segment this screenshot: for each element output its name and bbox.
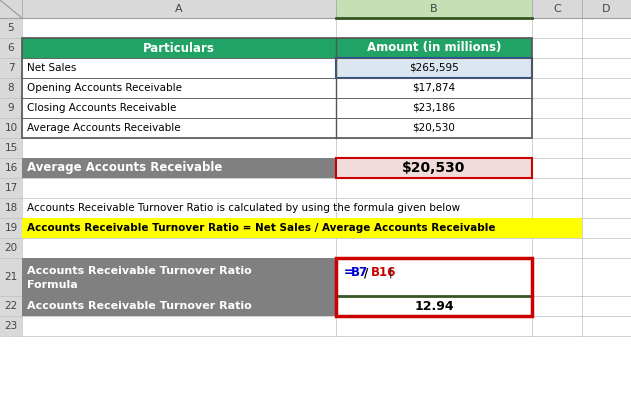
- Bar: [22, 198, 631, 218]
- Bar: [22, 218, 631, 238]
- Bar: [0, 178, 22, 198]
- Bar: [0, 18, 22, 38]
- Bar: [0, 138, 22, 158]
- Text: $23,186: $23,186: [413, 103, 456, 113]
- Bar: [0, 98, 22, 118]
- Bar: [336, 38, 532, 58]
- Bar: [0, 238, 22, 258]
- Bar: [22, 238, 631, 258]
- Text: D: D: [602, 4, 611, 14]
- Bar: [336, 258, 532, 316]
- Bar: [0, 78, 22, 98]
- Text: 16: 16: [4, 163, 18, 173]
- Text: 23: 23: [4, 321, 18, 331]
- Text: 9: 9: [8, 103, 15, 113]
- Text: Accounts Receivable Turnover Ratio: Accounts Receivable Turnover Ratio: [27, 266, 252, 276]
- Text: B16: B16: [371, 267, 396, 279]
- Bar: [336, 158, 532, 178]
- Bar: [0, 316, 22, 336]
- Text: Net Sales: Net Sales: [27, 63, 76, 73]
- Text: $20,530: $20,530: [413, 123, 456, 133]
- Text: =: =: [344, 267, 354, 279]
- Text: $20,530: $20,530: [403, 161, 466, 175]
- Text: Formula: Formula: [27, 280, 78, 290]
- Bar: [0, 258, 22, 296]
- Text: 17: 17: [4, 183, 18, 193]
- Text: 22: 22: [4, 301, 18, 311]
- Text: $17,874: $17,874: [413, 83, 456, 93]
- Text: B7: B7: [351, 267, 368, 279]
- Text: Accounts Receivable Turnover Ratio: Accounts Receivable Turnover Ratio: [27, 301, 252, 311]
- Text: 20: 20: [4, 243, 18, 253]
- Text: 6: 6: [8, 43, 15, 53]
- Bar: [0, 218, 22, 238]
- Bar: [336, 158, 532, 178]
- Text: 5: 5: [8, 23, 15, 33]
- Bar: [22, 258, 336, 296]
- Text: Average Accounts Receivable: Average Accounts Receivable: [27, 123, 180, 133]
- Bar: [0, 296, 22, 316]
- Text: /: /: [364, 267, 369, 279]
- Bar: [336, 258, 532, 296]
- Bar: [22, 258, 631, 296]
- Bar: [0, 0, 631, 18]
- Text: 21: 21: [4, 272, 18, 282]
- Bar: [0, 158, 22, 178]
- Text: Accounts Receivable Turnover Ratio = Net Sales / Average Accounts Receivable: Accounts Receivable Turnover Ratio = Net…: [27, 223, 495, 233]
- Bar: [22, 158, 336, 178]
- Text: 18: 18: [4, 203, 18, 213]
- Text: |: |: [389, 268, 392, 278]
- Bar: [336, 0, 532, 18]
- Text: 8: 8: [8, 83, 15, 93]
- Text: Opening Accounts Receivable: Opening Accounts Receivable: [27, 83, 182, 93]
- Bar: [22, 58, 631, 78]
- Bar: [0, 198, 22, 218]
- Bar: [22, 38, 532, 138]
- Text: Accounts Receivable Turnover Ratio is calculated by using the formula given belo: Accounts Receivable Turnover Ratio is ca…: [27, 203, 460, 213]
- Bar: [22, 38, 336, 58]
- Bar: [22, 218, 582, 238]
- Text: Amount (in millions): Amount (in millions): [367, 41, 501, 55]
- Text: Average Accounts Receivable: Average Accounts Receivable: [27, 162, 222, 174]
- Bar: [0, 118, 22, 138]
- Text: Particulars: Particulars: [143, 41, 215, 55]
- Bar: [22, 158, 631, 178]
- Bar: [22, 38, 631, 58]
- Text: A: A: [175, 4, 183, 14]
- Bar: [22, 178, 631, 198]
- Bar: [22, 138, 631, 158]
- Bar: [22, 316, 631, 336]
- Bar: [22, 296, 631, 316]
- Bar: [0, 58, 22, 78]
- Bar: [22, 296, 336, 316]
- Bar: [22, 78, 631, 98]
- Text: Closing Accounts Receivable: Closing Accounts Receivable: [27, 103, 177, 113]
- Text: C: C: [553, 4, 561, 14]
- Text: 10: 10: [4, 123, 18, 133]
- Text: $265,595: $265,595: [409, 63, 459, 73]
- Text: 19: 19: [4, 223, 18, 233]
- Bar: [336, 296, 532, 316]
- Bar: [336, 58, 532, 78]
- Bar: [0, 38, 22, 58]
- Bar: [22, 18, 631, 38]
- Text: 15: 15: [4, 143, 18, 153]
- Bar: [336, 58, 532, 78]
- Text: B: B: [430, 4, 438, 14]
- Bar: [22, 118, 631, 138]
- Bar: [22, 98, 631, 118]
- Text: 7: 7: [8, 63, 15, 73]
- Text: 12.94: 12.94: [414, 300, 454, 312]
